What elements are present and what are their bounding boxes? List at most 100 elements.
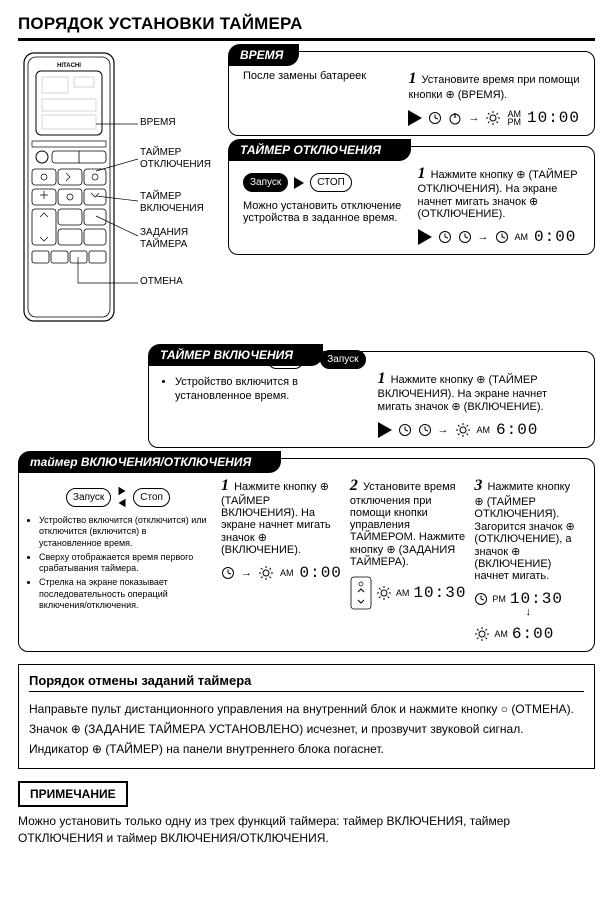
combo-flow-a: Запуск	[66, 488, 111, 507]
on-display: 6:00	[496, 421, 538, 439]
on-bullet-1: Устройство включится в установленное вре…	[175, 376, 366, 404]
clock-icon	[495, 230, 509, 244]
time-ampm: AM PM	[507, 110, 521, 126]
combo-step2-text: Установите время отключения при помощи к…	[350, 481, 465, 568]
cancel-line-1: Направьте пульт дистанционного управлени…	[29, 700, 584, 718]
power-icon	[448, 111, 462, 125]
sun-icon	[376, 585, 392, 601]
title-rule	[18, 38, 595, 41]
combo-step2-icons: AM 10:30	[350, 576, 467, 610]
off-flow-to: СТОП	[310, 173, 352, 192]
panel-combo-timer: таймер ВКЛЮЧЕНИЯ/ОТКЛЮЧЕНИЯ Запуск Стоп …	[18, 458, 595, 652]
play-icon	[378, 422, 392, 438]
combo-step3-display-top: 10:30	[510, 590, 563, 608]
callout-cancel: ОТМЕНА	[140, 276, 183, 288]
cancel-box: Порядок отмены заданий таймера Направьте…	[18, 664, 595, 769]
off-flow-from: Запуск	[243, 173, 288, 192]
play-icon	[408, 110, 422, 126]
arrow-icon	[294, 177, 304, 189]
note-text: Можно установить только одну из трех фун…	[18, 813, 595, 847]
off-desc: Можно установить отключение устройства в…	[243, 200, 406, 224]
callout-off-timer: ТАЙМЕР ОТКЛЮЧЕНИЯ	[140, 147, 211, 170]
combo-step3-ampm-top: PM	[492, 594, 506, 604]
callout-time: ВРЕМЯ	[140, 117, 176, 129]
combo-bullet-3: Стрелка на экране показывает последовате…	[39, 577, 209, 611]
cancel-title: Порядок отмены заданий таймера	[29, 673, 584, 688]
combo-step2-ampm: AM	[396, 588, 410, 598]
arrow-icon: →	[478, 231, 489, 243]
arrow-icon	[119, 499, 126, 507]
sun-icon	[485, 110, 501, 126]
combo-step3-ampm-bot: AM	[494, 629, 508, 639]
arrow-icon: →	[438, 424, 449, 436]
remote-diagram: HITACHI	[18, 51, 228, 351]
clock-icon	[398, 423, 412, 437]
combo-step2-display: 10:30	[413, 584, 466, 602]
panel-time-header: ВРЕМЯ	[228, 44, 299, 66]
arrow-icon: →	[468, 112, 479, 124]
note-title: ПРИМЕЧАНИЕ	[18, 781, 128, 807]
clock-icon	[438, 230, 452, 244]
combo-flow-b: Стоп	[133, 488, 170, 507]
on-step-text: Нажмите кнопку ⊕ (ТАЙМЕР ВКЛЮЧЕНИЯ). На …	[378, 374, 548, 413]
combo-step1: 1 Нажмите кнопку ⊕ (ТАЙМЕР ВКЛЮЧЕНИЯ). Н…	[221, 477, 342, 556]
on-flow-to: Запуск	[320, 350, 365, 369]
sun-icon	[455, 422, 471, 438]
time-step-num: 1	[408, 70, 416, 87]
on-step-num: 1	[378, 370, 386, 387]
combo-flow: Запуск Стоп	[27, 485, 209, 509]
combo-step3: 3 Нажмите кнопку ⊕ (ТАЙМЕР ОТКЛЮЧЕНИЯ). …	[474, 477, 582, 582]
down-arrow-icon: ↓	[474, 608, 582, 617]
panel-off-timer: ТАЙМЕР ОТКЛЮЧЕНИЯ Запуск СТОП Можно уста…	[228, 146, 595, 255]
panel-combo-header: таймер ВКЛЮЧЕНИЯ/ОТКЛЮЧЕНИЯ	[18, 451, 281, 473]
combo-bullet-1: Устройство включится (отключится) или от…	[39, 515, 209, 549]
sun-icon	[474, 626, 490, 642]
combo-step3-text: Нажмите кнопку ⊕ (ТАЙМЕР ОТКЛЮЧЕНИЯ). За…	[474, 481, 574, 582]
panel-off-header: ТАЙМЕР ОТКЛЮЧЕНИЯ	[228, 139, 411, 161]
clock-icon	[418, 423, 432, 437]
combo-step3-icons: PM 10:30 ↓ AM 6:00	[474, 590, 582, 643]
time-step-text: Установите время при помощи кнопки ⊕ (ВР…	[408, 74, 579, 101]
time-left-text: После замены батареек	[243, 70, 396, 82]
combo-step2: 2 Установите время отключения при помощи…	[350, 477, 467, 568]
cancel-rule	[29, 691, 584, 692]
play-icon	[418, 229, 432, 245]
combo-step1-text: Нажмите кнопку ⊕ (ТАЙМЕР ВКЛЮЧЕНИЯ). На …	[221, 481, 331, 556]
combo-step3-num: 3	[474, 477, 482, 494]
off-step-text: Нажмите кнопку ⊕ (ТАЙМЕР ОТКЛЮЧЕНИЯ). На…	[418, 169, 578, 220]
panel-on-timer: ТАЙМЕР ВКЛЮЧЕНИЯ Стоп Запуск Устройство …	[148, 351, 595, 448]
time-step: 1 Установите время при помощи кнопки ⊕ (…	[408, 70, 580, 101]
off-icons: → AM 0:00	[418, 228, 581, 246]
off-step-num: 1	[418, 165, 426, 182]
off-ampm: AM	[515, 232, 529, 242]
arrow-icon: →	[241, 567, 252, 579]
combo-step1-num: 1	[221, 477, 229, 494]
time-icons: → AM PM 10:00	[408, 109, 580, 127]
clock-icon	[458, 230, 472, 244]
off-step: 1 Нажмите кнопку ⊕ (ТАЙМЕР ОТКЛЮЧЕНИЯ). …	[418, 165, 581, 220]
cancel-line-3: Индикатор ⊕ (ТАЙМЕР) на панели внутренне…	[29, 740, 584, 758]
combo-step1-display: 0:00	[300, 564, 342, 582]
panel-time: ВРЕМЯ После замены батареек 1 Установите…	[228, 51, 595, 136]
arrow-icon	[119, 487, 126, 495]
combo-step2-num: 2	[350, 477, 358, 494]
clock-icon	[428, 111, 442, 125]
combo-step1-ampm: AM	[280, 568, 294, 578]
combo-step3-display-bot: 6:00	[512, 625, 554, 643]
remote-brand: HITACHI	[57, 63, 81, 69]
keypad-icon	[350, 576, 372, 610]
off-display: 0:00	[534, 228, 576, 246]
sun-icon	[258, 565, 274, 581]
page-title: ПОРЯДОК УСТАНОВКИ ТАЙМЕРА	[18, 14, 595, 34]
clock-icon	[474, 592, 488, 606]
callout-on-timer: ТАЙМЕР ВКЛЮЧЕНИЯ	[140, 191, 204, 214]
on-icons: → AM 6:00	[378, 421, 581, 439]
on-step: 1 Нажмите кнопку ⊕ (ТАЙМЕР ВКЛЮЧЕНИЯ). Н…	[378, 370, 581, 413]
combo-step1-icons: → AM 0:00	[221, 564, 342, 582]
combo-bullet-2: Сверху отображается время первого срабат…	[39, 552, 209, 575]
callout-reserve: ЗАДАНИЯ ТАЙМЕРА	[140, 227, 188, 250]
cancel-line-2: Значок ⊕ (ЗАДАНИЕ ТАЙМЕРА УСТАНОВЛЕНО) и…	[29, 720, 584, 738]
on-ampm: AM	[477, 425, 491, 435]
time-display: 10:00	[527, 109, 580, 127]
panel-on-header: ТАЙМЕР ВКЛЮЧЕНИЯ	[148, 344, 323, 366]
